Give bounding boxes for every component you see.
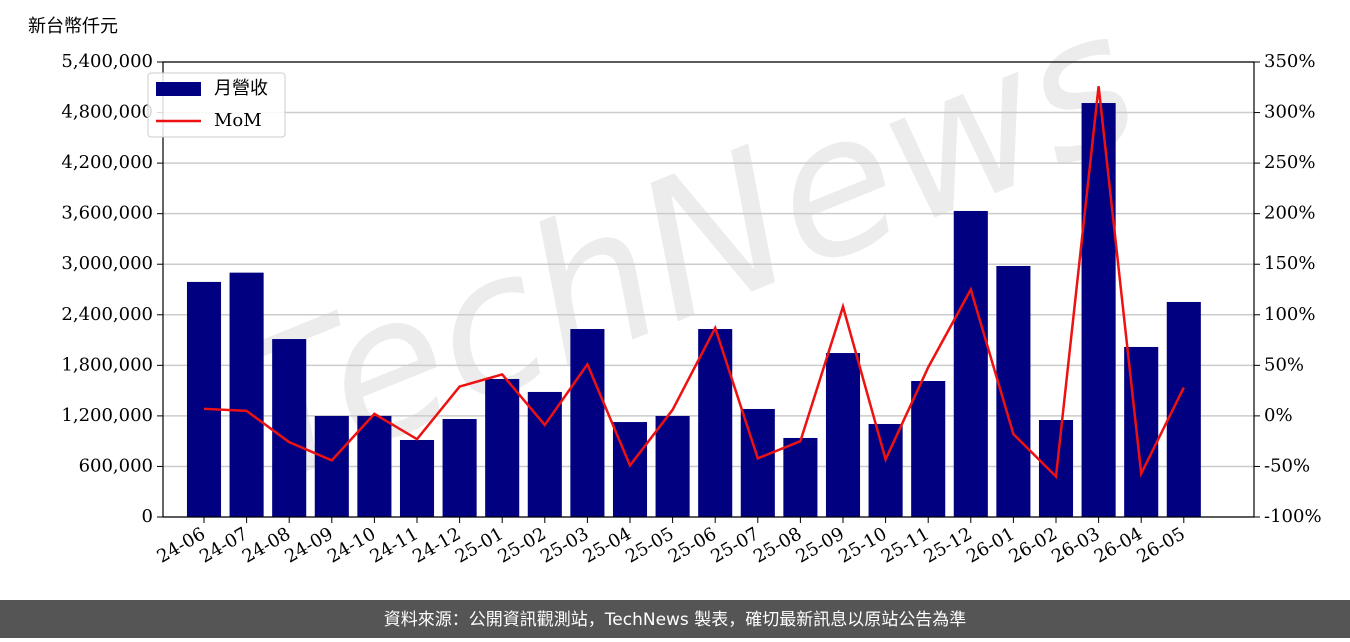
x-tick-label: 25-10 bbox=[835, 523, 890, 567]
y-tick-label: 600,000 bbox=[79, 455, 153, 476]
x-tick-label: 25-08 bbox=[750, 523, 805, 567]
bar bbox=[655, 415, 690, 517]
y-tick-label: 2,400,000 bbox=[61, 304, 153, 325]
y2-tick-label: 350% bbox=[1264, 51, 1315, 72]
y-tick-label: 4,800,000 bbox=[61, 102, 153, 123]
legend-label: 月營收 bbox=[214, 78, 268, 99]
legend-swatch bbox=[156, 82, 201, 96]
y-tick-label: 5,400,000 bbox=[61, 51, 153, 72]
x-tick-label: 24-09 bbox=[281, 523, 336, 567]
x-tick-label: 25-04 bbox=[580, 523, 635, 567]
x-tick-label: 25-05 bbox=[622, 523, 677, 567]
y2-tick-label: 50% bbox=[1264, 354, 1304, 375]
bar bbox=[783, 437, 818, 517]
y2-tick-label: -50% bbox=[1264, 455, 1310, 476]
y2-tick-label: 150% bbox=[1264, 253, 1315, 274]
x-tick-label: 25-01 bbox=[452, 523, 507, 567]
y-tick-label: 1,800,000 bbox=[61, 354, 153, 375]
x-tick-label: 24-06 bbox=[154, 523, 209, 567]
plot-frame bbox=[162, 61, 1255, 518]
y-tick-label: 1,200,000 bbox=[61, 405, 153, 426]
bar bbox=[272, 339, 307, 517]
footer: 資料來源：公開資訊觀測站，TechNews 製表，確切最新訊息以原站公告為準 bbox=[0, 600, 1350, 638]
bar bbox=[911, 381, 946, 517]
x-tick-label: 26-05 bbox=[1133, 523, 1188, 567]
bar bbox=[868, 423, 903, 517]
y2-tick-label: 300% bbox=[1264, 102, 1315, 123]
y-axis-label: 新台幣仟元 bbox=[28, 16, 118, 37]
bar bbox=[186, 281, 222, 517]
bar bbox=[399, 439, 435, 517]
x-tick-label: 24-08 bbox=[239, 523, 294, 567]
y-tick-label: 0 bbox=[142, 506, 153, 527]
y2-tick-label: -100% bbox=[1264, 506, 1322, 527]
bar bbox=[953, 210, 988, 517]
y2-tick-label: 100% bbox=[1264, 304, 1315, 325]
x-tick-label: 24-07 bbox=[196, 523, 251, 567]
legend-label: MoM bbox=[214, 110, 262, 131]
bar bbox=[442, 419, 477, 517]
y2-tick-label: 250% bbox=[1264, 152, 1315, 173]
x-tick-label: 26-02 bbox=[1006, 523, 1061, 567]
bar bbox=[314, 415, 349, 517]
x-tick-label: 26-04 bbox=[1091, 523, 1146, 567]
bar bbox=[229, 272, 264, 517]
y-tick-label: 3,000,000 bbox=[61, 253, 153, 274]
y2-tick-label: 0% bbox=[1264, 405, 1293, 426]
y2-tick-label: 200% bbox=[1264, 203, 1315, 224]
bar bbox=[825, 353, 861, 517]
legend: 月營收 MoM bbox=[147, 72, 286, 138]
x-tick-label: 26-03 bbox=[1048, 523, 1103, 567]
x-tick-label: 25-06 bbox=[665, 523, 720, 567]
x-tick-label: 25-12 bbox=[920, 523, 975, 567]
y-tick-label: 4,200,000 bbox=[61, 152, 153, 173]
x-tick-label: 25-02 bbox=[494, 523, 549, 567]
x-tick-label: 26-01 bbox=[963, 523, 1018, 567]
bar bbox=[698, 329, 733, 517]
x-tick-label: 25-11 bbox=[878, 523, 933, 567]
line bbox=[203, 86, 1185, 480]
bar bbox=[570, 329, 605, 517]
source-note: 資料來源：公開資訊觀測站，TechNews 製表，確切最新訊息以原站公告為準 bbox=[384, 610, 966, 630]
bar bbox=[485, 378, 520, 517]
x-tick-label: 24-11 bbox=[367, 523, 422, 567]
x-tick-label: 24-12 bbox=[409, 523, 464, 567]
footer-bar bbox=[0, 600, 1350, 638]
x-tick-label: 25-07 bbox=[707, 523, 762, 567]
bar bbox=[1081, 103, 1116, 518]
y-tick-label: 3,600,000 bbox=[61, 203, 153, 224]
x-tick-label: 25-03 bbox=[537, 523, 592, 567]
x-tick-label: 25-09 bbox=[793, 523, 848, 567]
bar bbox=[357, 415, 392, 517]
x-tick-label: 24-10 bbox=[324, 523, 379, 567]
